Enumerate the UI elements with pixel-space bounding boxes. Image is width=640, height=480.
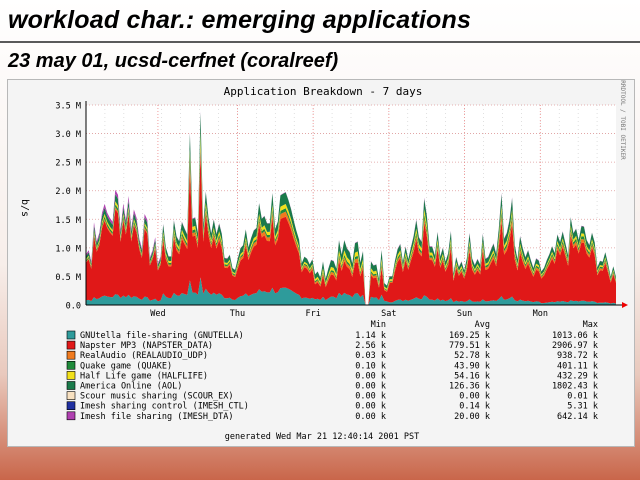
legend-min-value: 0.03 k xyxy=(355,351,386,361)
legend-series-name: Scour music sharing (SCOUR_EX) xyxy=(80,392,234,402)
legend-swatch xyxy=(66,360,76,370)
slide-subtitle: 23 may 01, ucsd-cerfnet (coralreef) xyxy=(8,50,339,72)
legend-min-value: 0.00 k xyxy=(355,392,386,402)
y-tick-label: 2.5 M xyxy=(55,159,81,169)
legend-min-value: 0.00 k xyxy=(355,402,386,412)
chart-footer: generated Wed Mar 21 12:40:14 2001 PST xyxy=(225,432,419,442)
application-breakdown-chart: Application Breakdown - 7 days b/s RRDTO… xyxy=(19,80,628,442)
legend-series-name: Imesh sharing control (IMESH_CTL) xyxy=(80,402,249,412)
legend-swatch xyxy=(66,350,76,360)
legend-avg-value: 52.78 k xyxy=(454,351,490,361)
legend-max-value: 642.14 k xyxy=(557,412,598,422)
legend-swatch xyxy=(66,381,76,390)
legend-avg-value: 54.16 k xyxy=(454,371,490,381)
stats-header-max: Max xyxy=(583,320,598,330)
y-axis-label: b/s xyxy=(19,199,30,217)
y-tick-label: 0.0 xyxy=(66,302,81,312)
legend-series-name: Napster MP3 (NAPSTER_DATA) xyxy=(80,341,213,351)
legend-max-value: 938.72 k xyxy=(557,351,598,361)
legend-max-value: 5.31 k xyxy=(567,402,598,412)
legend-min-value: 0.00 k xyxy=(355,382,386,392)
legend-min-value: 0.10 k xyxy=(355,361,386,371)
legend-avg-value: 0.00 k xyxy=(459,392,490,402)
legend-series-name: GNUtella file-sharing (GNUTELLA) xyxy=(80,331,244,341)
legend-max-value: 0.01 k xyxy=(567,392,598,402)
x-tick-label: Mon xyxy=(533,309,548,319)
rrdtool-credit-label: RRDTOOL / TOBI OETIKER xyxy=(619,80,626,160)
x-tick-label: Thu xyxy=(230,309,245,319)
area-series-realaudio-realaudio-udp- xyxy=(86,144,616,305)
legend-avg-value: 20.00 k xyxy=(454,412,490,422)
legend-swatch xyxy=(66,371,76,380)
legend-swatch xyxy=(66,401,76,411)
legend-max-value: 1013.06 k xyxy=(552,331,598,341)
legend-swatch xyxy=(66,340,76,350)
x-axis-arrow xyxy=(622,302,628,308)
stats-header-avg: Avg xyxy=(475,320,490,330)
legend-swatch xyxy=(66,411,76,421)
legend-series-name: RealAudio (REALAUDIO_UDP) xyxy=(80,351,208,361)
legend-avg-value: 0.14 k xyxy=(459,402,490,412)
legend-min-value: 0.00 k xyxy=(355,371,386,381)
legend-max-value: 432.29 k xyxy=(557,371,598,381)
y-tick-label: 1.0 M xyxy=(55,244,81,254)
legend-min-value: 1.14 k xyxy=(355,331,386,341)
legend-avg-value: 126.36 k xyxy=(449,382,490,392)
legend-series-name: Quake game (QUAKE) xyxy=(80,361,172,371)
legend-max-value: 401.11 k xyxy=(557,361,598,371)
chart-frame: Application Breakdown - 7 days b/s RRDTO… xyxy=(7,79,635,447)
legend-avg-value: 169.25 k xyxy=(449,331,490,341)
legend-swatch xyxy=(66,330,76,340)
area-series-america-online-aol- xyxy=(86,112,616,305)
y-tick-label: 3.5 M xyxy=(55,102,81,112)
stats-header-min: Min xyxy=(371,320,386,330)
legend-max-value: 2906.97 k xyxy=(552,341,598,351)
x-tick-label: Sun xyxy=(457,309,472,319)
legend-avg-value: 779.51 k xyxy=(449,341,490,351)
legend-max-value: 1802.43 k xyxy=(552,382,598,392)
area-series-gnutella-file-sharing-gnutella- xyxy=(86,277,616,305)
legend-min-value: 2.56 k xyxy=(355,341,386,351)
y-tick-label: 3.0 M xyxy=(55,130,81,140)
area-series-napster-mp3-napster-data- xyxy=(86,151,616,305)
legend-swatch xyxy=(66,391,76,400)
y-tick-label: 0.5 M xyxy=(55,273,81,283)
x-tick-label: Sat xyxy=(381,309,396,319)
legend-series-name: Imesh file sharing (IMESH_DTA) xyxy=(80,412,234,422)
slide-title: workload char.: emerging applications xyxy=(8,6,472,34)
y-tick-label: 2.0 M xyxy=(55,187,81,197)
x-tick-label: Fri xyxy=(305,309,320,319)
legend-min-value: 0.00 k xyxy=(355,412,386,422)
x-tick-label: Wed xyxy=(150,309,165,319)
legend-avg-value: 43.90 k xyxy=(454,361,490,371)
legend-series-name: America Online (AOL) xyxy=(80,382,182,392)
title-divider xyxy=(0,41,640,43)
y-tick-label: 1.5 M xyxy=(55,216,81,226)
chart-title: Application Breakdown - 7 days xyxy=(224,85,423,98)
legend-series-name: Half Life game (HALFLIFE) xyxy=(80,371,208,381)
